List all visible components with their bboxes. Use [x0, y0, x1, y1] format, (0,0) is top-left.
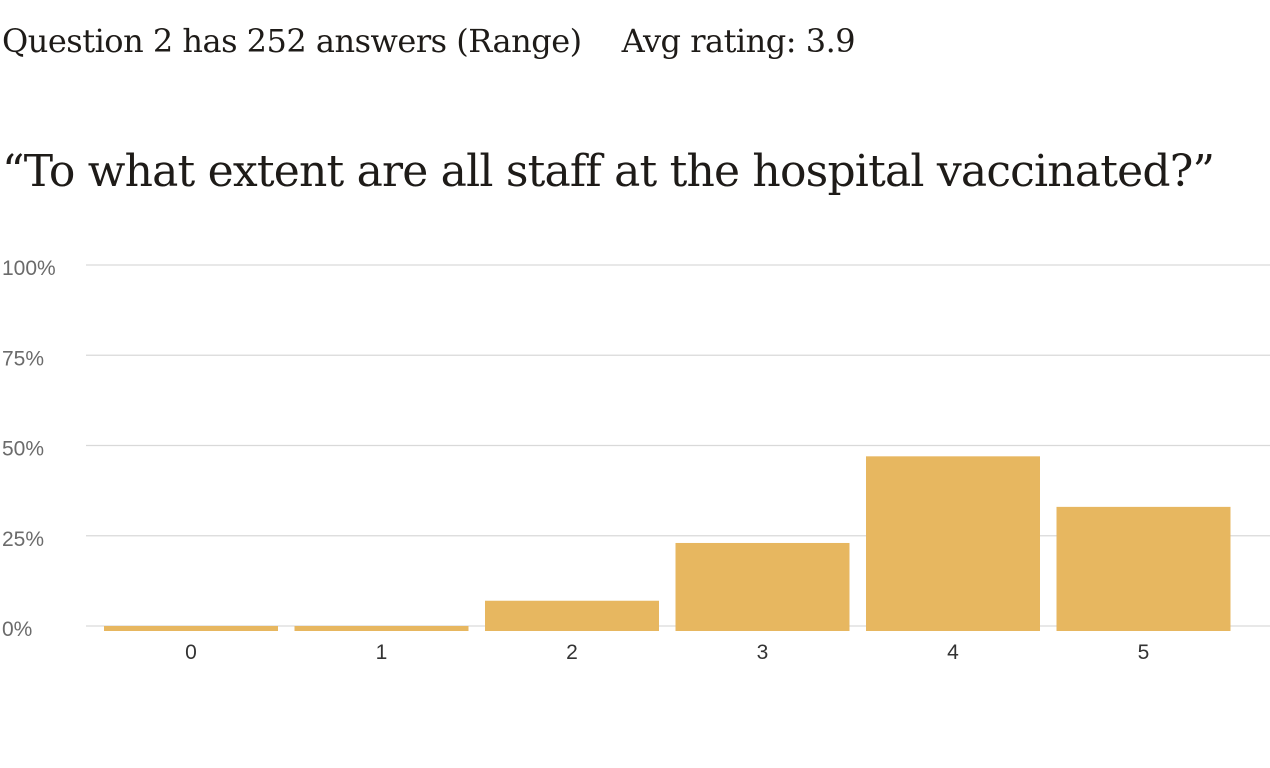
x-tick-label: 3 — [757, 641, 769, 664]
y-tick-label: 25% — [2, 528, 44, 551]
x-tick-label: 1 — [376, 641, 388, 664]
x-tick-label: 4 — [947, 641, 959, 664]
y-axis-ticks: 0% 25% 50% 75% 100% — [2, 257, 56, 641]
bar-2 — [485, 600, 659, 631]
bar-1 — [294, 626, 469, 631]
x-axis-ticks: 0 1 2 3 4 5 — [185, 641, 1149, 664]
question-title: “To what extent are all staff at the hos… — [2, 146, 1215, 197]
answer-count-text: Question 2 has 252 answers (Range) — [2, 22, 582, 60]
y-tick-label: 100% — [2, 257, 56, 280]
x-tick-label: 5 — [1138, 641, 1150, 664]
y-tick-label: 0% — [2, 618, 32, 641]
bar-3 — [675, 542, 850, 631]
bar-4 — [866, 456, 1040, 631]
y-tick-label: 75% — [2, 347, 44, 370]
answers-summary: Question 2 has 252 answers (Range) Avg ra… — [2, 22, 856, 60]
y-tick-label: 50% — [2, 438, 44, 461]
bar-5 — [1056, 506, 1231, 631]
bar-0 — [104, 626, 278, 631]
x-tick-label: 2 — [566, 641, 578, 664]
avg-rating-text: Avg rating: 3.9 — [621, 22, 856, 60]
bars — [104, 456, 1231, 631]
x-tick-label: 0 — [185, 641, 197, 664]
